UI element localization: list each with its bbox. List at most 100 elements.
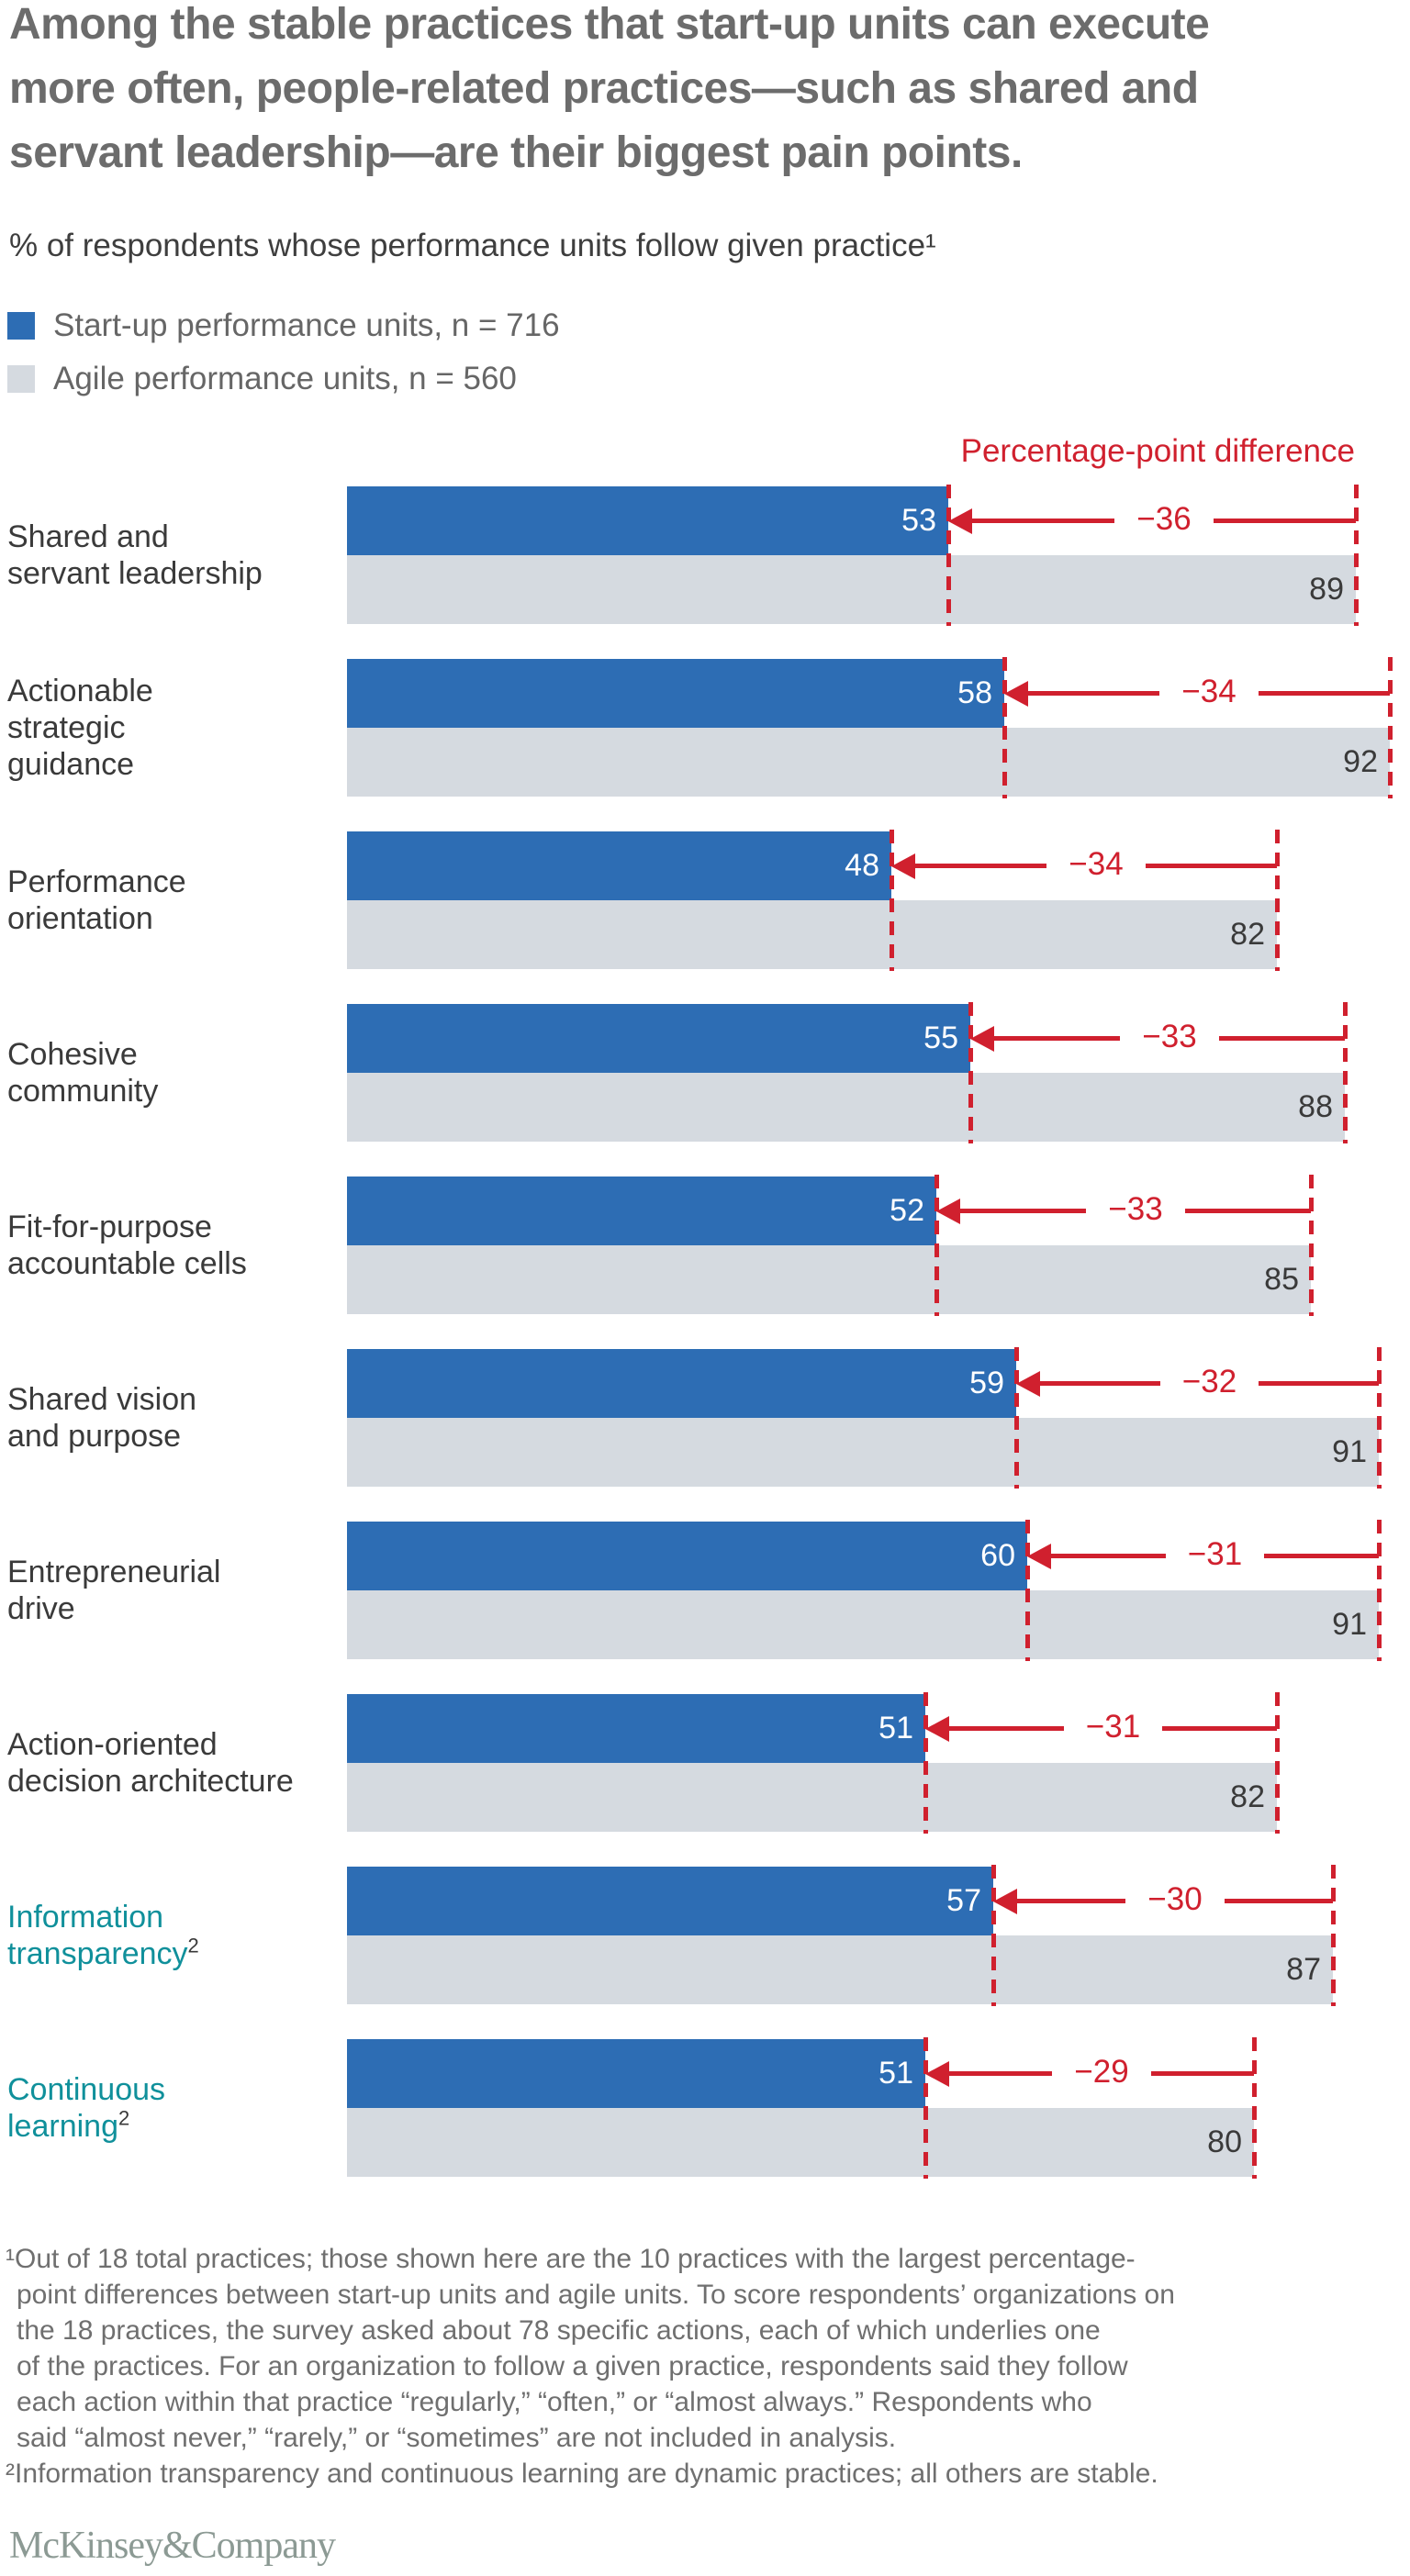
- startup-bar: 55: [347, 1004, 970, 1073]
- practice-label-line: accountable cells: [7, 1246, 247, 1281]
- agile-value: 87: [1286, 1952, 1321, 1987]
- startup-bar: 51: [347, 2039, 925, 2108]
- chart-title: Among the stable practices that start-up…: [9, 0, 1210, 177]
- difference-arrow: −30: [993, 1881, 1333, 1918]
- difference-value: −34: [1181, 673, 1237, 709]
- practice-row: Actionable strategic guidance 58 92 −34: [0, 657, 1410, 798]
- startup-value: 60: [980, 1538, 1015, 1573]
- agile-value: 82: [1230, 1779, 1265, 1814]
- difference-arrow: −36: [948, 501, 1356, 538]
- legend-label-agile: Agile performance units, n = 560: [53, 361, 517, 396]
- agile-end-dashed-line: [1377, 1520, 1382, 1661]
- arrow-line-left: [1040, 1381, 1160, 1386]
- practice-row: Information transparency2 57 87 −30: [0, 1865, 1410, 2006]
- practice-label-line: Performance: [7, 864, 186, 899]
- arrow-left-icon: [1016, 1370, 1040, 1397]
- arrow-line-right: [1162, 1726, 1277, 1731]
- practice-label: Shared and servant leadership: [7, 519, 345, 592]
- practice-label-line: and purpose: [7, 1419, 182, 1454]
- agile-end-dashed-line: [1343, 1002, 1348, 1143]
- practice-row: Shared and servant leadership 53 89 −36: [0, 485, 1410, 626]
- chart-subtitle: % of respondents whose performance units…: [9, 228, 936, 263]
- startup-bar: 52: [347, 1176, 936, 1245]
- practice-row: Shared vision and purpose 59 91 −32: [0, 1347, 1410, 1489]
- footnote-line: said “almost never,” “rarely,” or “somet…: [17, 2423, 897, 2453]
- practice-label-line: Entrepreneurial: [7, 1555, 221, 1589]
- footnote-line: each action within that practice “regula…: [17, 2387, 1092, 2417]
- startup-value: 48: [845, 848, 879, 883]
- startup-bar: 48: [347, 831, 891, 900]
- agile-end-dashed-line: [1252, 2037, 1257, 2179]
- legend-item-startup: Start-up performance units, n = 716: [7, 307, 560, 343]
- difference-value: −29: [1074, 2053, 1129, 2090]
- difference-arrow: −32: [1016, 1363, 1379, 1400]
- footnote-line: ¹Out of 18 total practices; those shown …: [6, 2244, 1136, 2274]
- startup-value: 57: [946, 1883, 981, 1918]
- startup-end-dashed-line: [890, 830, 894, 971]
- percentage-point-difference-heading: Percentage-point difference: [960, 433, 1355, 469]
- startup-end-dashed-line: [923, 2037, 928, 2179]
- practice-label-line: strategic: [7, 710, 126, 745]
- agile-end-dashed-line: [1388, 657, 1393, 798]
- agile-bar: 92: [347, 728, 1390, 797]
- difference-arrow: −33: [936, 1191, 1311, 1228]
- bar-chart: Shared and servant leadership 53 89 −36 A…: [0, 485, 1410, 2179]
- agile-value: 80: [1207, 2124, 1242, 2159]
- arrow-left-icon: [1004, 680, 1028, 707]
- practice-label: Shared vision and purpose: [7, 1381, 345, 1455]
- startup-swatch-icon: [7, 312, 35, 340]
- startup-value: 51: [878, 2056, 913, 2091]
- difference-value: −32: [1181, 1363, 1237, 1400]
- agile-bar: 87: [347, 1935, 1333, 2004]
- legend-item-agile: Agile performance units, n = 560: [7, 361, 560, 396]
- practice-label-line: drive: [7, 1591, 75, 1626]
- practice-row: Fit-for-purpose accountable cells 52 85 −…: [0, 1175, 1410, 1316]
- practice-label-line: transparency2: [7, 1934, 199, 1971]
- arrow-line-left: [949, 2071, 1053, 2076]
- startup-value: 58: [957, 675, 992, 710]
- practice-label: Actionable strategic guidance: [7, 673, 345, 783]
- arrow-line-right: [1259, 1381, 1379, 1386]
- startup-bar: 51: [347, 1694, 925, 1763]
- agile-bar: 82: [347, 900, 1277, 969]
- footnote-line: the 18 practices, the survey asked about…: [17, 2315, 1101, 2346]
- difference-arrow: −34: [1004, 673, 1390, 710]
- arrow-line-left: [960, 1209, 1087, 1213]
- mckinsey-logo: McKinsey&Company: [9, 2525, 336, 2567]
- startup-bar: 58: [347, 659, 1004, 728]
- agile-value: 89: [1309, 572, 1344, 607]
- arrow-left-icon: [970, 1025, 994, 1052]
- practice-label: Information transparency2: [7, 1899, 345, 1972]
- practice-label: Action-oriented decision architecture: [7, 1726, 345, 1800]
- arrow-line-left: [1051, 1554, 1166, 1558]
- arrow-line-left: [915, 864, 1047, 868]
- agile-end-dashed-line: [1275, 1692, 1280, 1834]
- difference-value: −31: [1085, 1708, 1141, 1745]
- agile-bar: 80: [347, 2108, 1254, 2177]
- practice-label: Entrepreneurial drive: [7, 1554, 345, 1627]
- startup-bar: 53: [347, 486, 948, 555]
- arrow-line-right: [1264, 1554, 1379, 1558]
- arrow-line-left: [972, 519, 1115, 523]
- difference-arrow: −34: [891, 846, 1277, 883]
- footnotes: ¹Out of 18 total practices; those shown …: [6, 2241, 1404, 2492]
- arrow-line-right: [1213, 519, 1356, 523]
- arrow-line-left: [949, 1726, 1064, 1731]
- startup-bar: 60: [347, 1522, 1027, 1590]
- practice-row: Continuous learning2 51 80 −29: [0, 2037, 1410, 2179]
- agile-bar: 91: [347, 1418, 1379, 1487]
- startup-end-dashed-line: [934, 1175, 939, 1316]
- arrow-left-icon: [993, 1888, 1017, 1914]
- agile-bar: 91: [347, 1590, 1379, 1659]
- arrow-left-icon: [1027, 1543, 1051, 1569]
- footnote-line: of the practices. For an organization to…: [17, 2351, 1128, 2381]
- startup-bar: 59: [347, 1349, 1016, 1418]
- footnote-marker: 2: [187, 1934, 199, 1957]
- practice-label: Performance orientation: [7, 864, 345, 937]
- arrow-line-left: [1028, 691, 1160, 696]
- practice-label-line: servant leadership: [7, 556, 263, 591]
- startup-value: 59: [969, 1366, 1004, 1400]
- arrow-line-right: [1184, 1209, 1311, 1213]
- difference-arrow: −29: [925, 2053, 1254, 2091]
- agile-value: 91: [1332, 1434, 1367, 1469]
